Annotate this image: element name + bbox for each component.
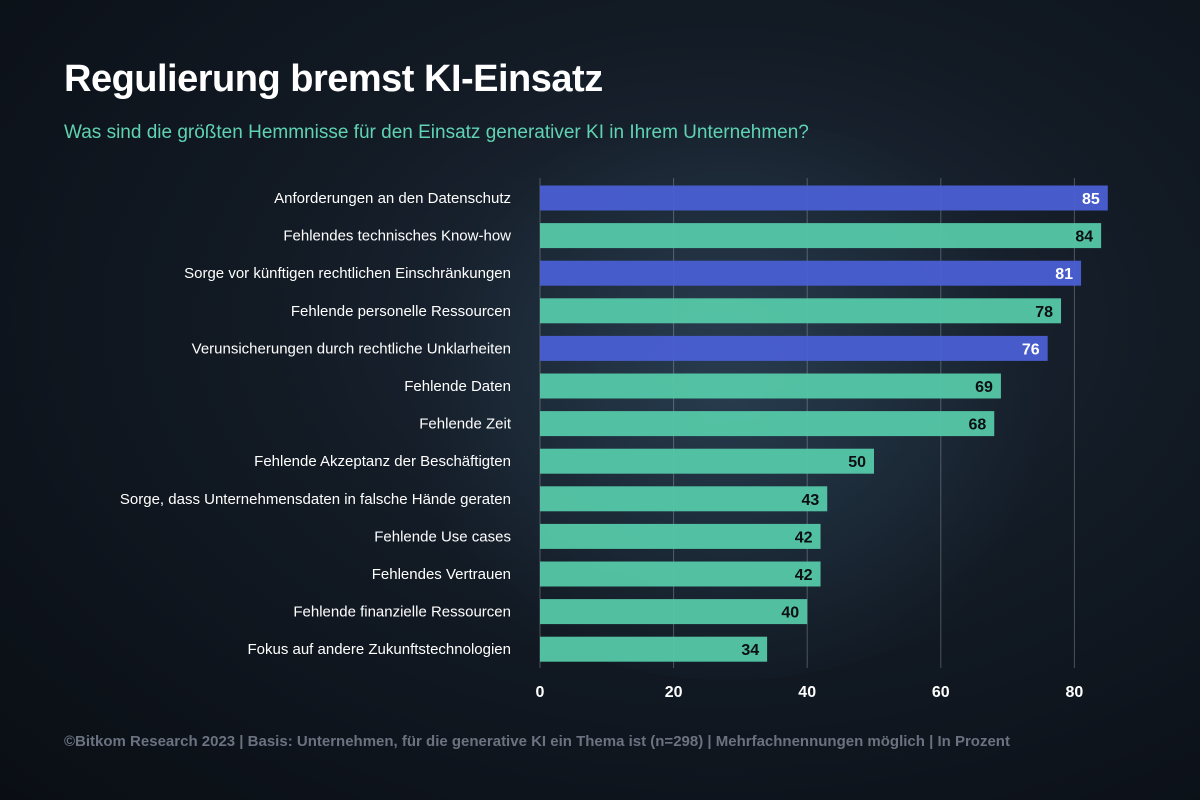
category-label: Fehlende Zeit — [419, 416, 512, 433]
bar — [540, 523, 821, 549]
data-label: 42 — [795, 529, 813, 546]
background-glow — [380, 120, 1080, 680]
category-label: Sorge vor künftigen rechtlichen Einschrä… — [184, 265, 511, 282]
x-tick-label: 80 — [1066, 684, 1084, 701]
source-footer: ©Bitkom Research 2023 | Basis: Unternehm… — [64, 733, 1010, 750]
category-label: Fehlendes Vertrauen — [372, 566, 511, 583]
bar — [540, 636, 768, 662]
data-label: 84 — [1075, 229, 1093, 246]
bar — [540, 411, 995, 437]
data-label: 43 — [801, 492, 819, 509]
data-label: 50 — [848, 454, 866, 471]
data-label: 81 — [1055, 266, 1073, 283]
category-label: Fokus auf andere Zukunftstechnologien — [247, 641, 511, 658]
x-tick-label: 20 — [665, 684, 683, 701]
bar — [540, 448, 874, 474]
data-label: 40 — [781, 605, 799, 622]
bar — [540, 185, 1108, 211]
chart-subtitle: Was sind die größten Hemmnisse für den E… — [64, 122, 809, 143]
data-label: 69 — [975, 379, 993, 396]
category-label: Fehlende Daten — [404, 378, 511, 395]
category-label: Sorge, dass Unternehmensdaten in falsche… — [120, 491, 511, 508]
chart-title: Regulierung bremst KI-Einsatz — [64, 58, 603, 100]
x-tick-label: 60 — [932, 684, 950, 701]
data-label: 42 — [795, 567, 813, 584]
bar — [540, 335, 1048, 361]
bar — [540, 223, 1102, 249]
data-label: 85 — [1082, 191, 1100, 208]
bar — [540, 298, 1062, 324]
category-label: Anforderungen an den Datenschutz — [274, 190, 511, 207]
category-label: Fehlende personelle Ressourcen — [291, 303, 511, 320]
category-label: Verunsicherungen durch rechtliche Unklar… — [192, 340, 511, 357]
bar — [540, 260, 1082, 286]
data-label: 78 — [1035, 304, 1053, 321]
bar — [540, 373, 1001, 399]
category-label: Fehlende finanzielle Ressourcen — [293, 604, 511, 621]
category-label: Fehlendes technisches Know-how — [283, 228, 511, 245]
x-tick-label: 40 — [798, 684, 816, 701]
bar — [540, 486, 828, 512]
data-label: 34 — [741, 642, 759, 659]
bar — [540, 599, 808, 625]
data-label: 76 — [1022, 341, 1040, 358]
category-label: Fehlende Akzeptanz der Beschäftigten — [254, 453, 511, 470]
x-tick-label: 0 — [536, 684, 545, 701]
bar — [540, 561, 821, 587]
category-label: Fehlende Use cases — [374, 528, 511, 545]
data-label: 68 — [968, 417, 986, 434]
